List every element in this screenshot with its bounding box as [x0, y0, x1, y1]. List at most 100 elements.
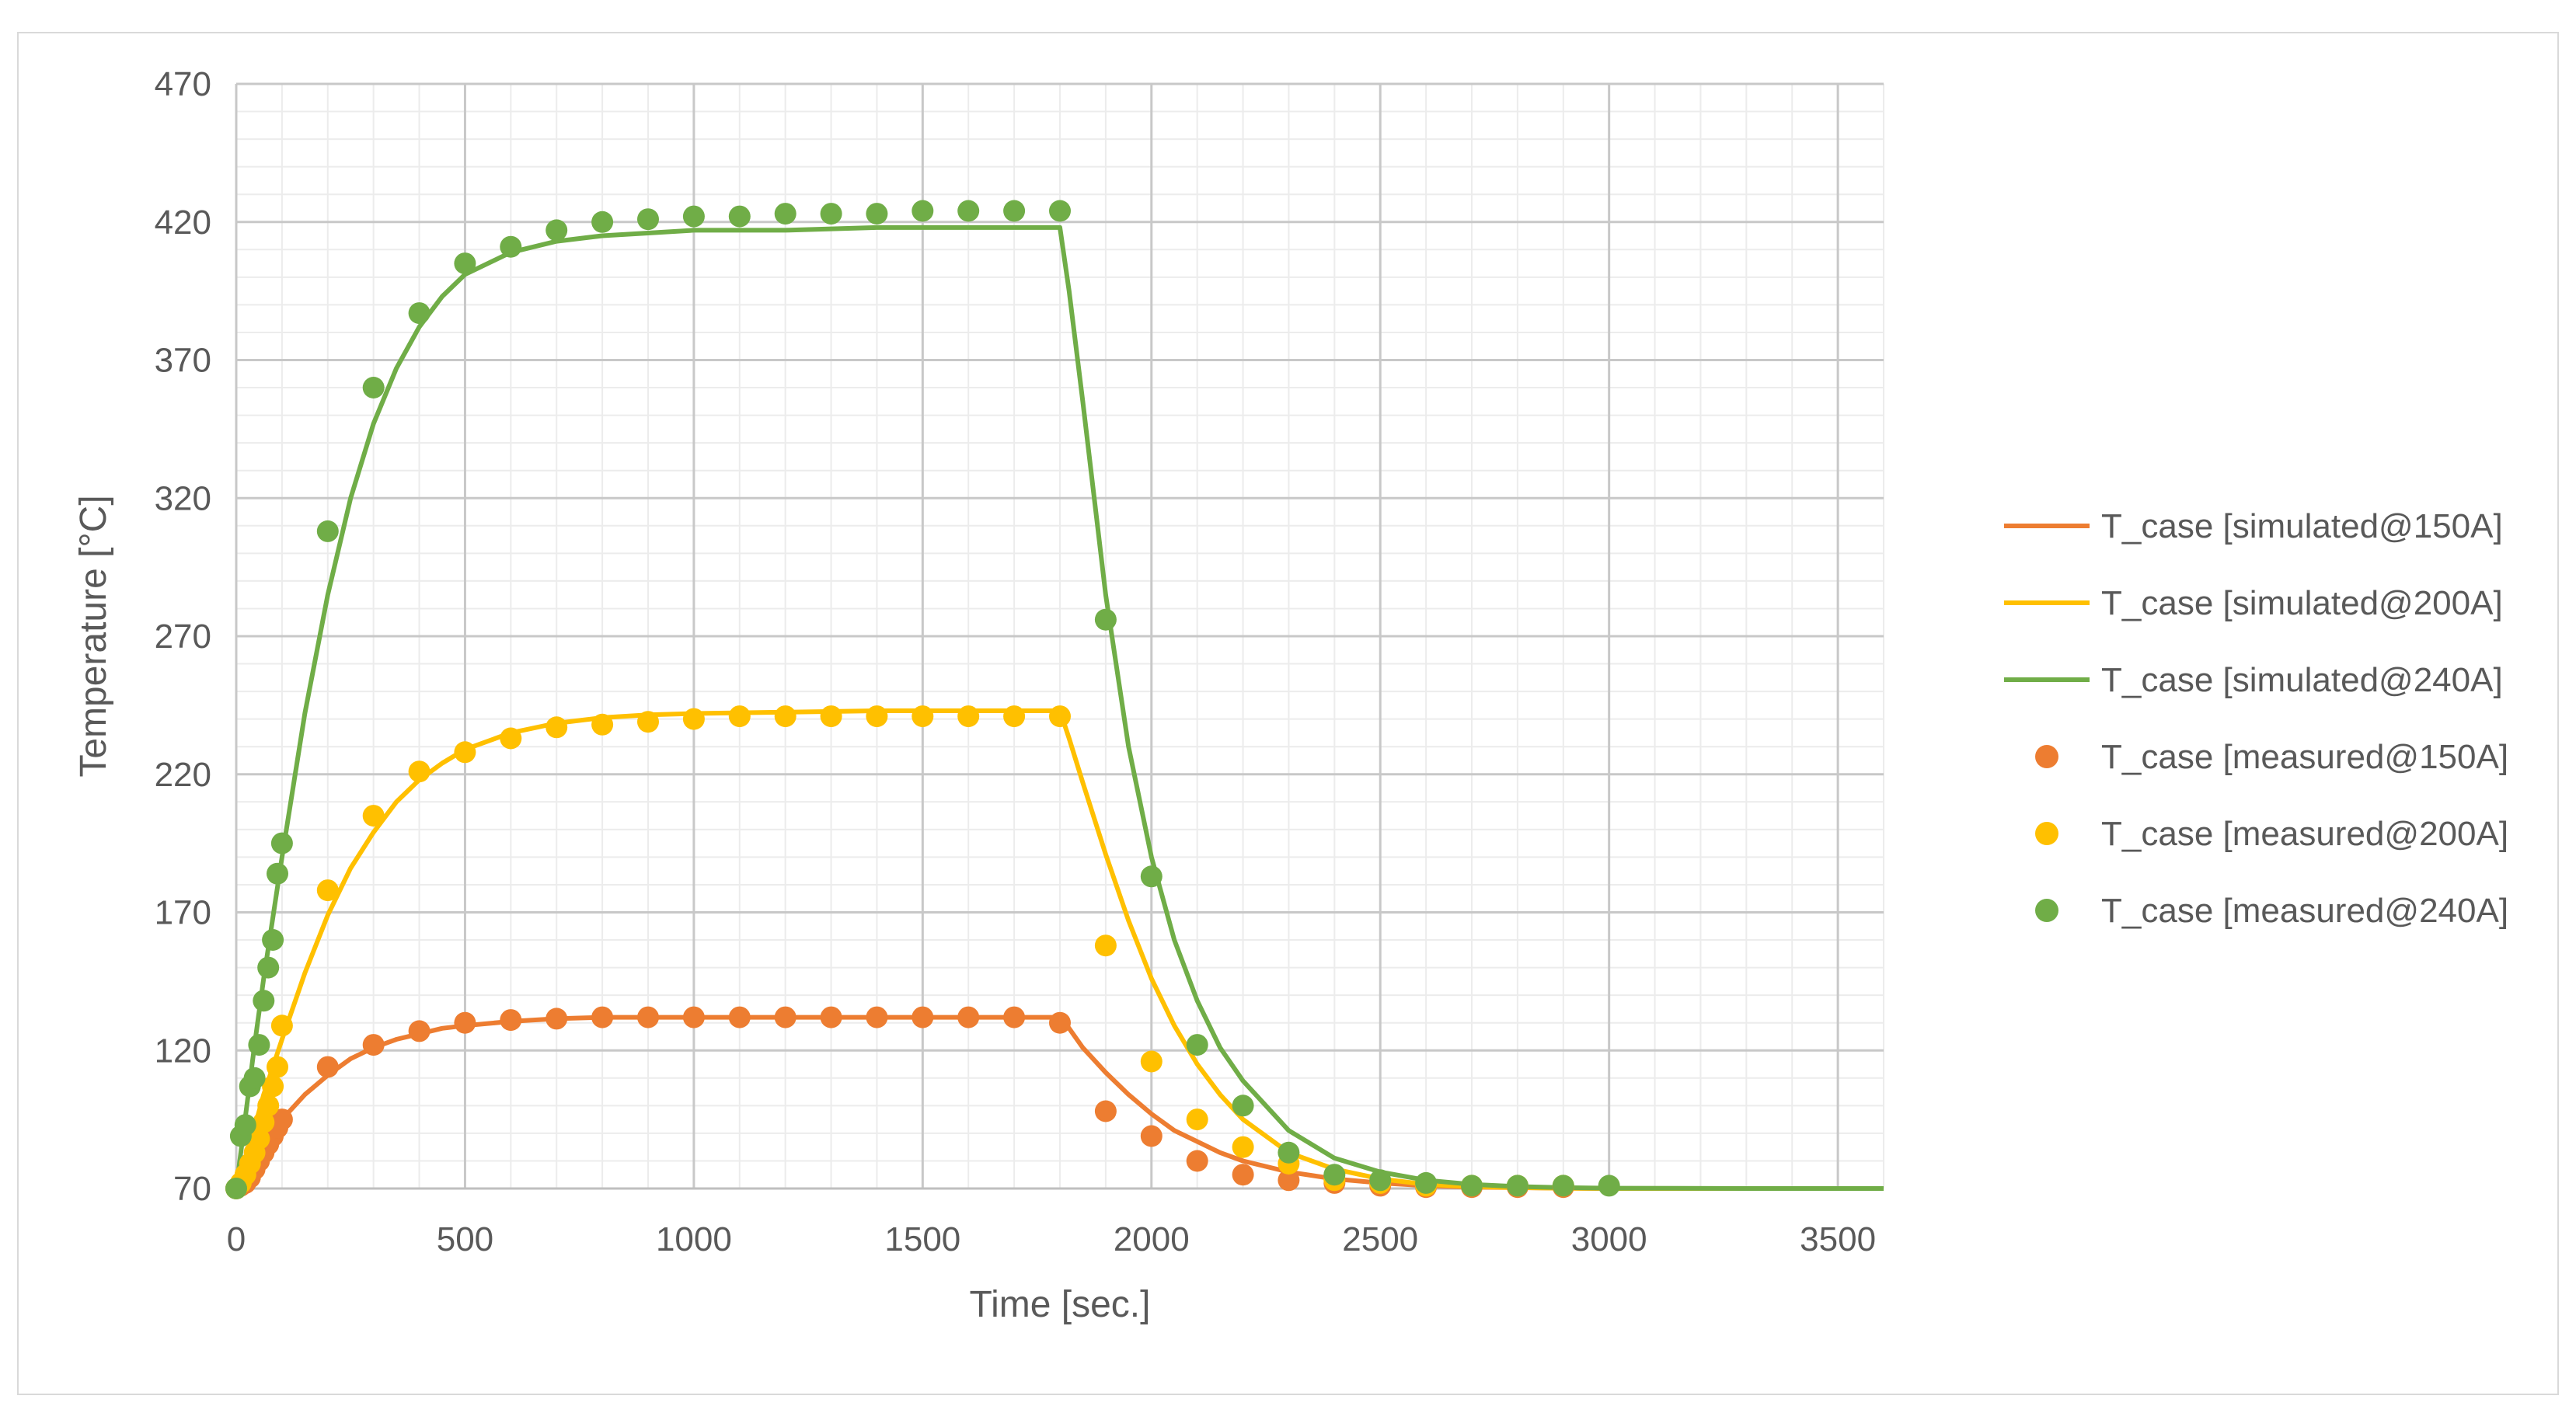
data-point-series-4 [637, 711, 659, 733]
data-point-series-3 [270, 1108, 293, 1131]
data-point-series-4 [1186, 1108, 1208, 1131]
data-point-series-5 [637, 208, 659, 231]
data-point-series-5 [682, 205, 705, 228]
chart-svg: 0 500 1000 1500 2000 2500 3000 3500 70 120 170 220 2… [73, 65, 2508, 1325]
data-point-series-5 [257, 956, 280, 979]
legend-label-0: T_case [simulated@150A] [2101, 507, 2503, 545]
data-point-series-4 [957, 705, 980, 728]
tick-layer: 0 500 1000 1500 2000 2500 3000 3500 70 120 170 220 2… [155, 65, 1876, 1258]
data-point-series-3 [408, 1020, 430, 1042]
legend-label-5: T_case [measured@240A] [2101, 892, 2508, 930]
data-point-series-4 [362, 805, 385, 827]
data-point-series-5 [267, 862, 288, 885]
data-point-series-4 [500, 727, 522, 750]
data-point-series-3 [1278, 1169, 1300, 1192]
data-point-series-3 [728, 1006, 751, 1028]
data-point-series-5 [234, 1114, 256, 1136]
data-point-series-4 [1140, 1050, 1163, 1073]
data-point-series-5 [1506, 1175, 1529, 1197]
legend-dot-marker-4 [2035, 822, 2058, 845]
x-tick-label: 3000 [1571, 1220, 1647, 1258]
data-point-series-4 [267, 1056, 288, 1078]
data-point-series-5 [1003, 200, 1026, 222]
y-tick-label: 170 [155, 894, 211, 932]
data-point-series-3 [637, 1006, 659, 1028]
x-tick-label: 3500 [1800, 1220, 1876, 1258]
y-tick-label: 320 [155, 479, 211, 517]
data-point-series-5 [1598, 1175, 1620, 1197]
data-point-series-3 [316, 1056, 339, 1078]
data-point-series-4 [270, 1015, 293, 1037]
data-point-series-3 [1094, 1100, 1117, 1122]
data-point-series-3 [546, 1008, 568, 1030]
data-point-series-5 [546, 219, 568, 242]
legend-label-2: T_case [simulated@240A] [2101, 661, 2503, 699]
data-point-series-4 [248, 1128, 270, 1150]
data-point-series-3 [774, 1006, 797, 1028]
data-point-series-5 [1461, 1175, 1483, 1197]
legend-label-4: T_case [measured@200A] [2101, 815, 2508, 853]
y-tick-label: 220 [155, 756, 211, 794]
data-point-series-4 [912, 705, 934, 728]
x-tick-label: 2000 [1114, 1220, 1190, 1258]
y-axis-title: Temperature [°C] [73, 495, 114, 777]
data-point-series-5 [1323, 1164, 1346, 1186]
y-tick-label: 270 [155, 618, 211, 656]
data-point-series-3 [1186, 1150, 1208, 1172]
data-point-series-5 [316, 520, 339, 542]
y-tick-label: 370 [155, 342, 211, 380]
data-point-series-5 [248, 1034, 270, 1056]
data-point-series-5 [820, 203, 842, 225]
legend-dot-marker-5 [2035, 899, 2058, 922]
data-point-series-5 [1552, 1175, 1574, 1197]
data-point-series-5 [270, 832, 293, 854]
y-tick-label: 420 [155, 204, 211, 242]
data-point-series-3 [362, 1034, 385, 1056]
data-point-series-4 [1232, 1136, 1254, 1158]
data-point-series-5 [774, 203, 797, 225]
data-point-series-5 [1232, 1095, 1254, 1117]
data-point-series-4 [1049, 705, 1071, 728]
data-point-series-5 [1049, 200, 1071, 222]
x-tick-label: 1500 [884, 1220, 960, 1258]
data-point-series-4 [591, 713, 614, 736]
y-tick-label: 470 [155, 65, 211, 103]
data-point-series-3 [591, 1006, 614, 1028]
x-tick-label: 500 [437, 1220, 493, 1258]
data-point-series-4 [866, 705, 888, 728]
data-point-series-3 [1049, 1011, 1071, 1034]
data-point-series-4 [253, 1111, 275, 1133]
legend-dot-marker-3 [2035, 745, 2058, 768]
data-point-series-5 [253, 990, 275, 1012]
x-tick-label: 1000 [656, 1220, 732, 1258]
data-point-series-5 [225, 1178, 247, 1199]
data-point-series-4 [682, 708, 705, 730]
data-point-series-3 [1140, 1125, 1163, 1147]
data-point-series-3 [820, 1006, 842, 1028]
chart-frame: 0 500 1000 1500 2000 2500 3000 3500 70 120 170 220 2… [17, 32, 2559, 1395]
data-point-series-4 [820, 705, 842, 728]
data-point-series-5 [1415, 1171, 1438, 1194]
data-point-series-5 [957, 200, 980, 222]
data-point-series-4 [1003, 705, 1026, 728]
data-point-series-3 [866, 1006, 888, 1028]
series-layer [225, 200, 1884, 1199]
data-point-series-3 [500, 1009, 522, 1032]
data-point-series-4 [257, 1095, 280, 1117]
x-tick-label: 2500 [1342, 1220, 1418, 1258]
data-point-series-4 [728, 705, 751, 728]
legend-label-1: T_case [simulated@200A] [2101, 584, 2503, 622]
data-point-series-4 [408, 760, 430, 783]
data-point-series-4 [1094, 934, 1117, 957]
data-point-series-4 [262, 1075, 284, 1098]
data-point-series-3 [912, 1006, 934, 1028]
x-axis-title: Time [sec.] [970, 1284, 1151, 1325]
data-point-series-5 [500, 235, 522, 258]
data-point-series-5 [866, 203, 888, 225]
data-point-series-5 [1140, 865, 1163, 888]
legend-label-3: T_case [measured@150A] [2101, 738, 2508, 776]
data-point-series-3 [1232, 1164, 1254, 1186]
data-point-series-3 [1003, 1006, 1026, 1028]
data-point-series-5 [1186, 1034, 1208, 1056]
data-point-series-3 [682, 1006, 705, 1028]
